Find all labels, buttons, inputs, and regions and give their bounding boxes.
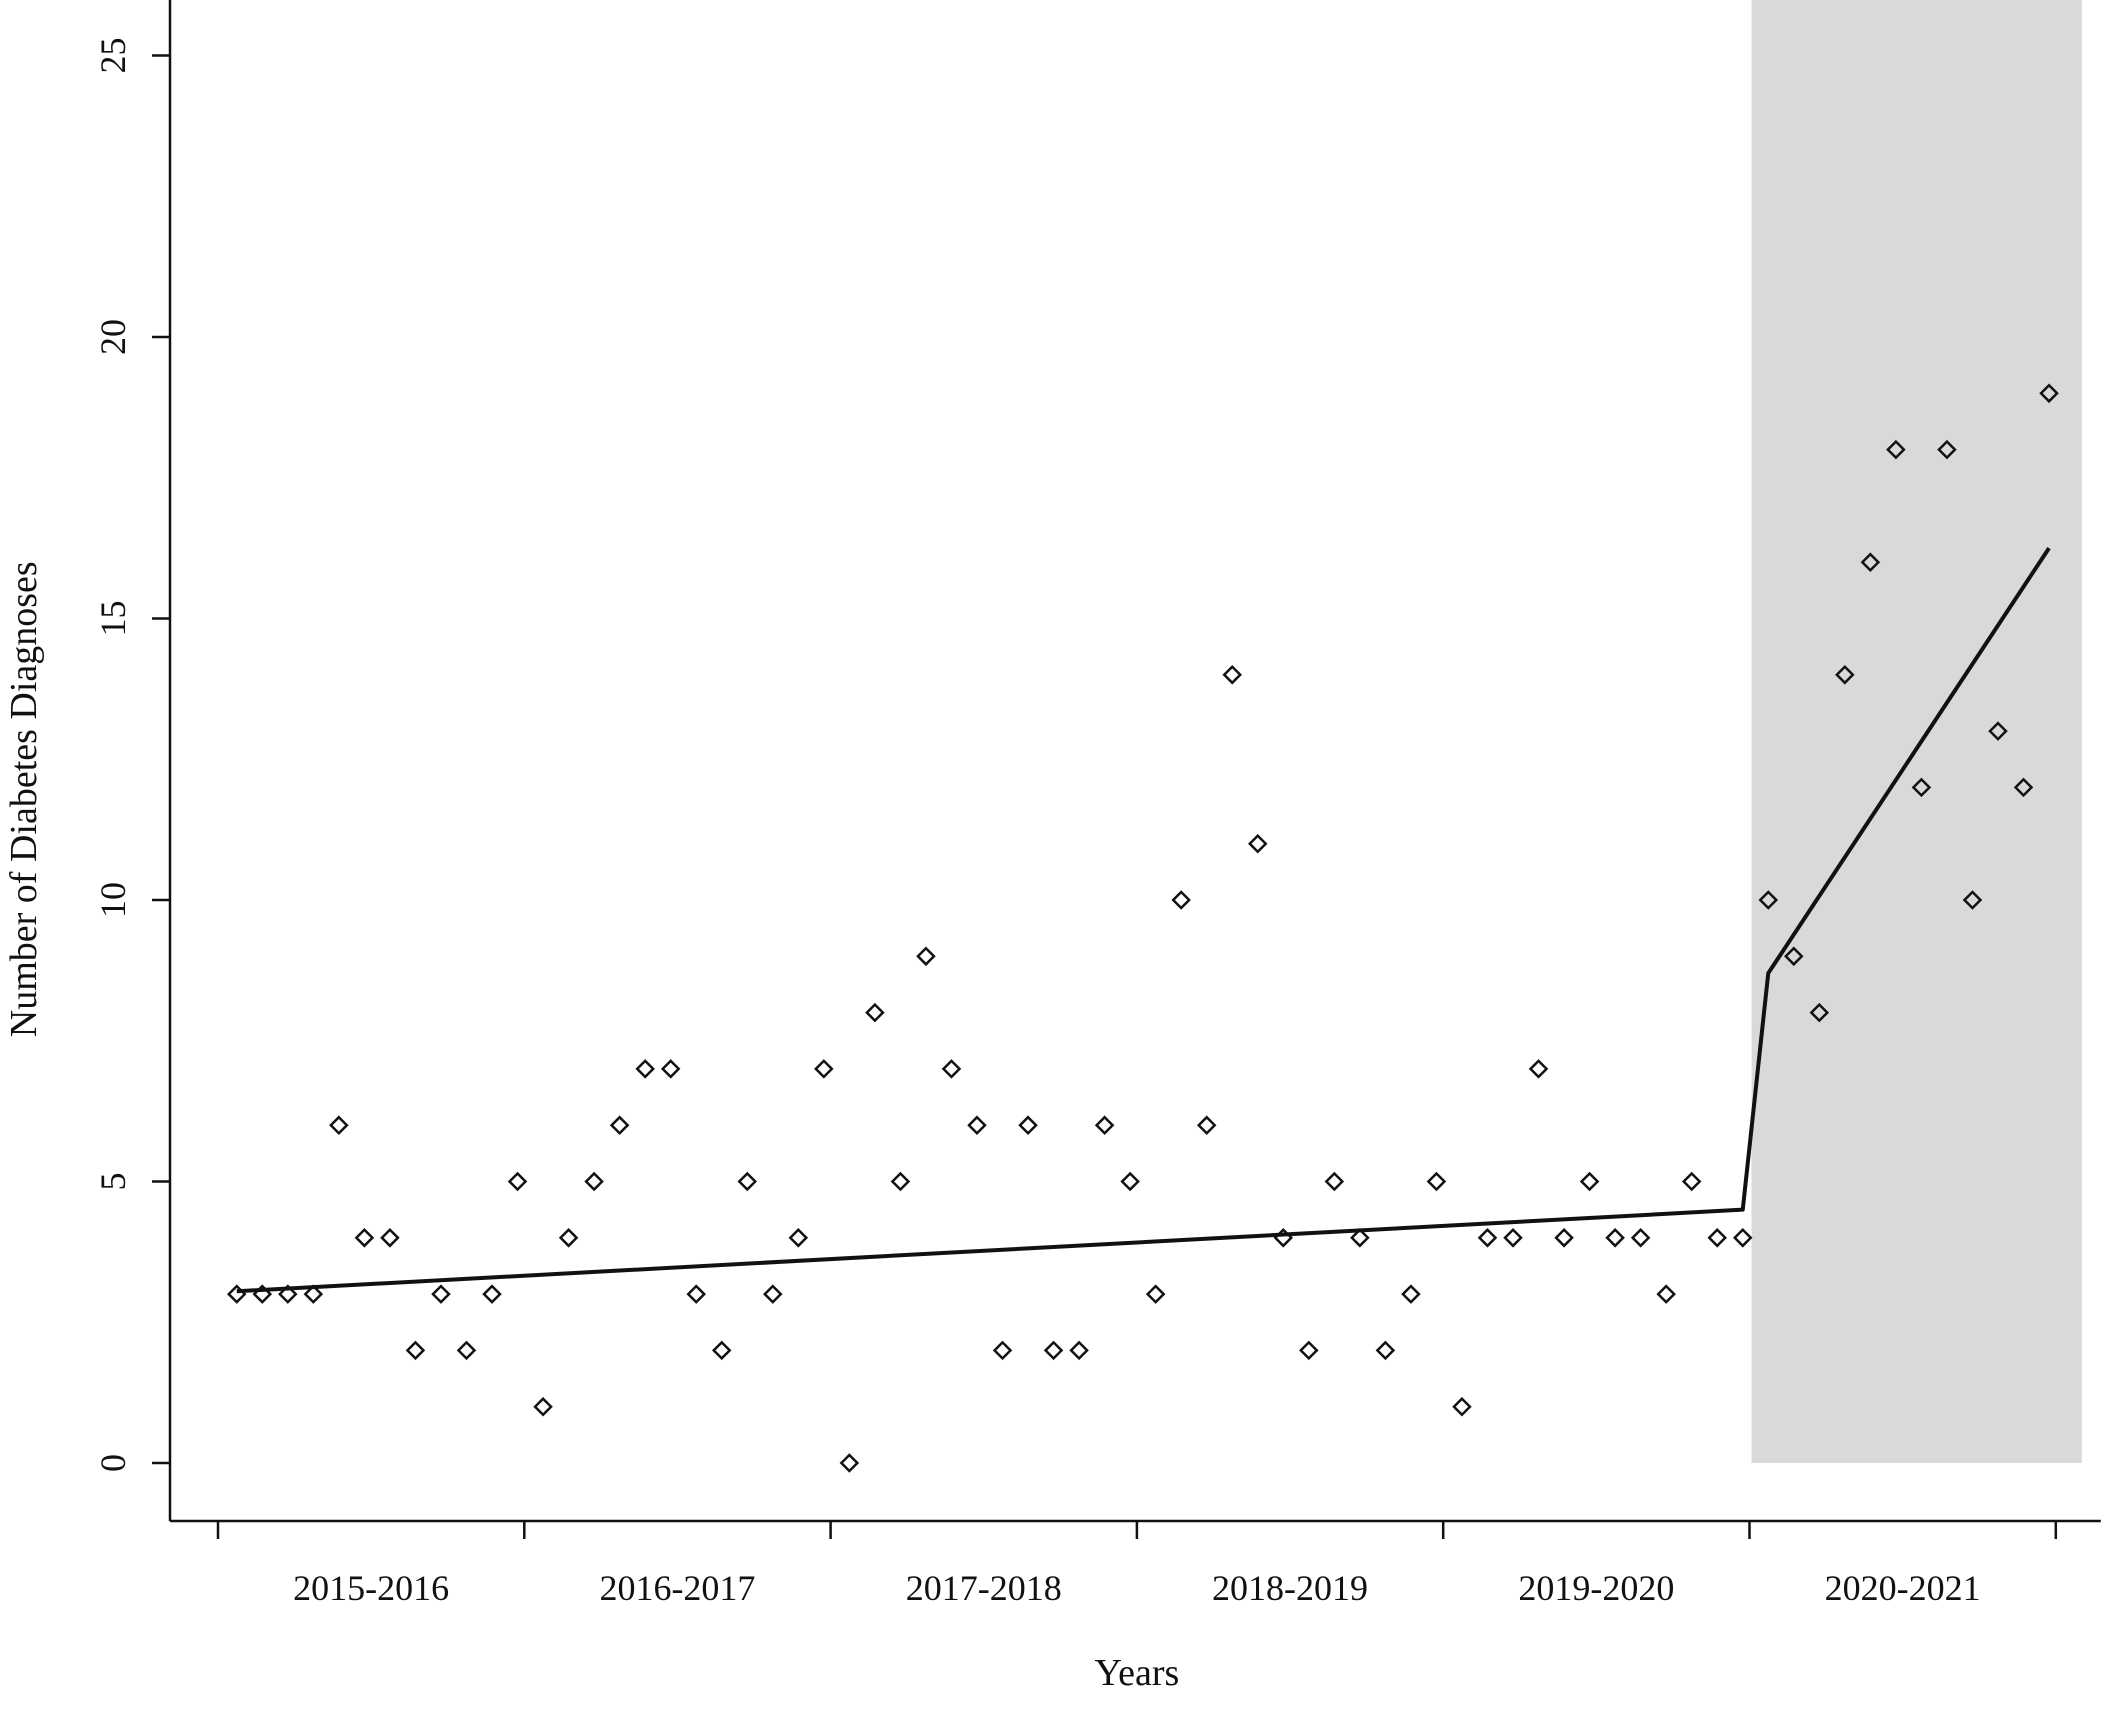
y-tick-label: 5 (93, 1173, 133, 1191)
data-point (482, 1284, 502, 1304)
data-point (507, 1171, 528, 1192)
data-point (278, 1284, 298, 1304)
x-tick-label: 2019-2020 (1518, 1568, 1674, 1608)
y-tick-label: 20 (93, 319, 133, 355)
data-point (1069, 1340, 1089, 1361)
x-tick-label: 2015-2016 (293, 1568, 449, 1608)
data-point (1554, 1228, 1574, 1248)
data-point (686, 1284, 706, 1304)
data-point (609, 1115, 630, 1135)
data-point (1477, 1228, 1498, 1248)
data-point (788, 1228, 809, 1248)
y-tick-label: 0 (93, 1454, 133, 1472)
data-point (431, 1284, 451, 1304)
data-point (916, 946, 936, 967)
y-tick-label: 15 (93, 601, 133, 637)
data-point (1605, 1228, 1625, 1248)
data-point (1937, 439, 1957, 460)
data-point (1784, 946, 1804, 967)
data-point (1145, 1284, 1166, 1304)
data-point (1375, 1340, 1396, 1361)
data-point (711, 1340, 732, 1361)
y-axis-title: Number of Diabetes Diagnoses (3, 561, 45, 1037)
data-point (2039, 383, 2059, 404)
data-point (1758, 890, 1779, 910)
data-point (1528, 1059, 1549, 1079)
data-point (1171, 890, 1191, 910)
data-point (1962, 890, 1983, 910)
trend-line (236, 547, 2051, 1294)
data-point (1579, 1171, 1600, 1192)
data-point (941, 1059, 962, 1079)
data-point (1988, 721, 2008, 741)
data-point (303, 1284, 324, 1304)
data-point (814, 1059, 834, 1079)
data-point (763, 1284, 783, 1304)
data-point (226, 1284, 247, 1304)
shaded-region (1751, 0, 2082, 1463)
data-point (1324, 1171, 1345, 1192)
x-axis-title: Years (1094, 1652, 1179, 1694)
data-point (1196, 1115, 1217, 1135)
data-point (1630, 1228, 1651, 1248)
data-point (1426, 1171, 1447, 1192)
data-point (1273, 1228, 1294, 1248)
scatter-points (226, 383, 2059, 1473)
data-point (890, 1171, 911, 1192)
data-point (252, 1284, 273, 1304)
data-point (2013, 777, 2034, 798)
data-point (1835, 665, 1855, 685)
axes: 0 5 10 15 20 25 2015-2016 2016-2017 2017-2018 201… (93, 0, 2101, 1608)
data-point (1886, 439, 1906, 460)
data-point (354, 1228, 375, 1248)
data-point (1809, 1002, 1830, 1023)
data-point (1350, 1228, 1370, 1248)
data-point (1860, 552, 1881, 572)
x-tick-label: 2020-2021 (1825, 1568, 1981, 1608)
data-point (456, 1340, 477, 1361)
data-point (1094, 1115, 1115, 1135)
data-point (967, 1115, 987, 1135)
data-point (660, 1059, 681, 1079)
data-point (405, 1340, 426, 1361)
data-point (1911, 777, 1932, 798)
data-point (1120, 1171, 1140, 1192)
data-point (533, 1396, 553, 1417)
data-point (1503, 1228, 1523, 1248)
data-point (1299, 1340, 1319, 1361)
data-point (1401, 1284, 1421, 1304)
data-point (584, 1171, 604, 1192)
data-point (865, 1002, 885, 1023)
data-point (1222, 665, 1243, 685)
trend-line-group (236, 547, 2051, 1294)
data-point (329, 1115, 349, 1135)
data-point (1452, 1396, 1472, 1417)
x-tick-label: 2016-2017 (599, 1568, 755, 1608)
x-tick-label: 2018-2019 (1212, 1568, 1368, 1608)
data-point (839, 1453, 860, 1473)
y-tick-label: 10 (93, 882, 133, 918)
data-point (1247, 833, 1268, 854)
data-point (737, 1171, 758, 1192)
data-point (1018, 1115, 1038, 1135)
data-point (380, 1228, 400, 1248)
data-point (1043, 1340, 1064, 1361)
data-point (635, 1059, 655, 1079)
data-point (992, 1340, 1013, 1361)
data-point (1656, 1284, 1676, 1304)
data-point (558, 1228, 579, 1248)
x-tick-label: 2017-2018 (906, 1568, 1062, 1608)
data-point (1707, 1228, 1727, 1248)
data-point (1732, 1228, 1753, 1248)
data-point (1681, 1171, 1702, 1192)
y-tick-label: 25 (93, 38, 133, 74)
